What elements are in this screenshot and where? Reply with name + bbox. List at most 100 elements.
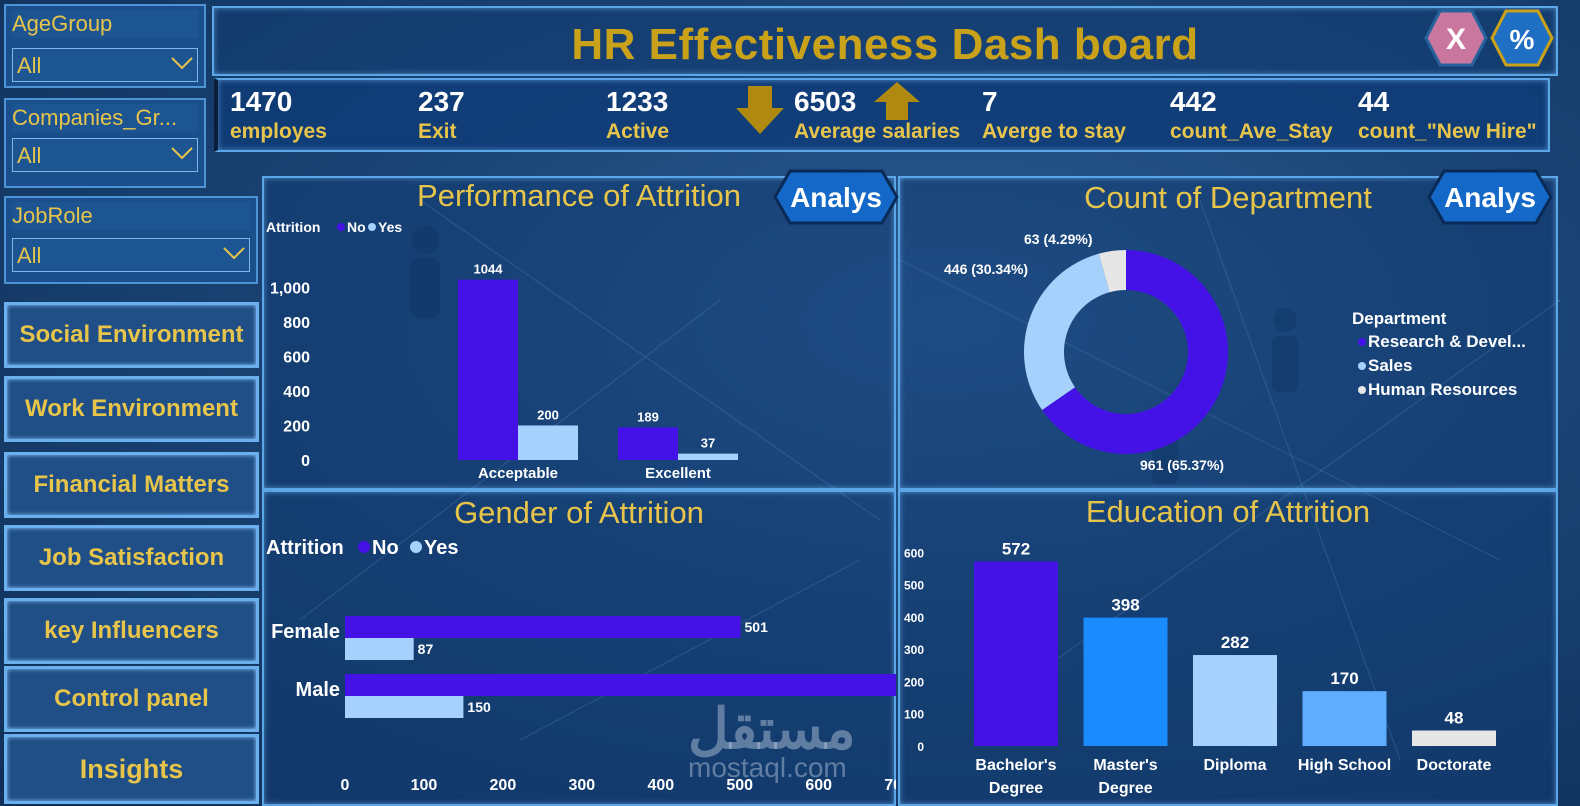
companies-slicer[interactable]: Companies_Gr... All	[4, 98, 206, 188]
donut-slice	[1024, 253, 1110, 410]
kpi-count-ave-stay: 442 count_Ave_Stay	[1170, 86, 1333, 146]
data-label: 572	[1002, 539, 1030, 558]
y-tick-label: Female	[271, 621, 340, 643]
legend-label: Human Resources	[1368, 380, 1517, 399]
x-tick-label: 200	[490, 777, 517, 794]
percent-button[interactable]: %	[1490, 8, 1554, 68]
performance-chart-title: Performance of Attrition	[417, 178, 741, 213]
agegroup-label: AgeGroup	[12, 10, 198, 38]
department-chart-title: Count of Department	[1084, 180, 1372, 215]
education-chart: 0 100 200 300 400 500 600 572 Bachelor's Degree 39…	[904, 539, 1496, 797]
chevron-down-icon[interactable]	[171, 145, 193, 161]
x-tick-label: Doctorate	[1417, 757, 1492, 774]
kpi-value: 237	[418, 86, 465, 117]
jobrole-select[interactable]: All	[12, 238, 250, 272]
legend-label: Sales	[1368, 356, 1412, 375]
nav-job-satisfaction-button[interactable]: Job Satisfaction	[4, 525, 259, 591]
watermark-domain: mostaql.com	[688, 752, 847, 783]
legend-label-no: No	[347, 219, 366, 235]
data-label: 200	[537, 407, 559, 422]
kpi-label: Averge to stay	[982, 120, 1126, 143]
kpi-value: 6503	[794, 86, 857, 117]
x-tick-label: Bachelor's	[975, 757, 1056, 774]
companies-label: Companies_Gr...	[12, 104, 198, 132]
gender-chart: Attrition No Yes 0 100 200 300 400 500 600 700 Fema…	[266, 537, 896, 794]
x-tick-label: Degree	[1098, 780, 1152, 797]
arrow-up-icon	[874, 82, 920, 120]
kpi-label: employes	[230, 120, 327, 143]
bar-yes	[345, 638, 414, 660]
kpi-value: 7	[982, 86, 998, 117]
jobrole-value: All	[17, 243, 42, 268]
y-tick-label: Male	[296, 679, 340, 701]
companies-select[interactable]: All	[12, 138, 198, 172]
legend-marker	[1358, 362, 1366, 370]
agegroup-select[interactable]: All	[12, 48, 198, 82]
y-tick-label: 500	[904, 579, 924, 593]
kpi-active: 1233 Active	[606, 86, 669, 146]
department-chart: 961 (65.37%) 446 (30.34%) 63 (4.29%) Depart…	[944, 231, 1526, 473]
data-label: 961 (65.37%)	[1140, 457, 1224, 473]
donut-slice	[1042, 250, 1228, 455]
nav-control-panel-button[interactable]: Control panel	[4, 666, 259, 732]
performance-panel	[262, 176, 896, 490]
y-tick-label: 300	[904, 643, 924, 657]
nav-insights-button[interactable]: Insights	[4, 734, 259, 804]
page-title: HR Effectiveness Dash board	[571, 20, 1199, 69]
data-label: 282	[1221, 633, 1249, 652]
jobrole-label: JobRole	[12, 202, 250, 230]
x-tick-label: 600	[805, 777, 832, 794]
bar-no	[618, 427, 678, 460]
kpi-employes: 1470 employes	[230, 86, 327, 146]
gender-chart-title: Gender of Attrition	[454, 495, 704, 530]
x-tick-label: 700	[884, 777, 896, 794]
analys-button-department[interactable]: Analys	[1426, 168, 1554, 226]
percent-icon: %	[1510, 24, 1535, 55]
legend-title: Attrition	[266, 537, 344, 559]
y-tick-label: 600	[283, 349, 310, 366]
chevron-down-icon[interactable]	[223, 245, 245, 261]
close-button[interactable]: X	[1424, 8, 1488, 68]
chevron-down-icon[interactable]	[171, 55, 193, 71]
x-tick-label: Diploma	[1203, 757, 1266, 774]
department-panel	[898, 176, 1558, 490]
data-label: 446 (30.34%)	[944, 261, 1028, 277]
data-label: 1044	[474, 262, 504, 277]
bar-no	[345, 674, 896, 696]
nav-key-influencers-button[interactable]: key Influencers	[4, 598, 259, 664]
title-bar: HR Effectiveness Dash board	[212, 6, 1558, 76]
y-tick-label: 0	[301, 453, 310, 470]
data-label: 170	[1330, 669, 1358, 688]
nav-work-environment-button[interactable]: Work Environment	[4, 376, 259, 442]
bar	[974, 561, 1058, 746]
legend-marker	[1358, 386, 1366, 394]
data-label: 501	[745, 619, 769, 635]
data-label: 87	[418, 641, 434, 657]
legend-marker-yes	[368, 223, 376, 231]
education-chart-title: Education of Attrition	[1085, 494, 1371, 529]
bar-yes	[678, 453, 738, 460]
data-label: 63 (4.29%)	[1024, 231, 1092, 247]
bar	[1193, 655, 1277, 746]
legend-marker	[1358, 338, 1366, 346]
watermark-arabic: مستقل	[688, 697, 856, 760]
x-tick-label: 500	[726, 777, 753, 794]
nav-financial-matters-button[interactable]: Financial Matters	[4, 452, 259, 518]
legend-label-yes: Yes	[378, 219, 402, 235]
jobrole-slicer[interactable]: JobRole All	[4, 196, 258, 284]
x-tick-label: Excellent	[645, 465, 711, 482]
x-tick-label: 400	[647, 777, 674, 794]
x-tick-label: Acceptable	[478, 465, 558, 482]
agegroup-value: All	[17, 53, 42, 78]
bar	[1302, 691, 1387, 746]
nav-social-environment-button[interactable]: Social Environment	[4, 302, 259, 368]
analys-label: Analys	[1444, 182, 1536, 213]
analys-button-performance[interactable]: Analys	[772, 168, 900, 226]
data-label: 48	[1445, 709, 1464, 728]
x-tick-label: Master's	[1093, 757, 1157, 774]
kpi-average-salaries: 6503 Average salaries	[794, 86, 960, 146]
arrow-down-icon	[736, 86, 784, 134]
agegroup-slicer[interactable]: AgeGroup All	[4, 4, 206, 88]
legend-title: Department	[1352, 309, 1447, 328]
kpi-label: Exit	[418, 120, 457, 143]
